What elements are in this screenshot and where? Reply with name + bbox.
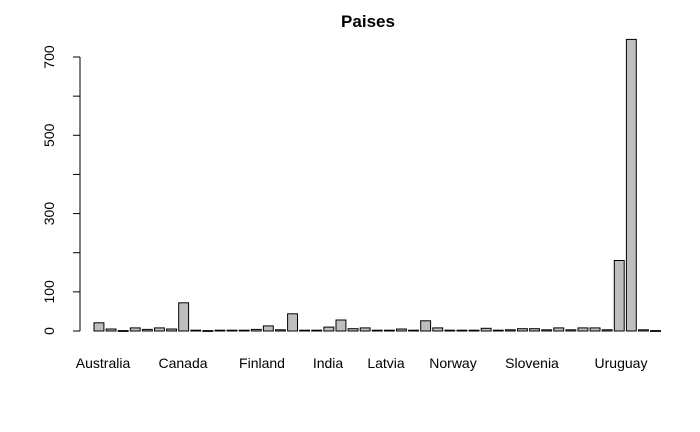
- y-tick-label: 300: [41, 202, 57, 226]
- bar: [262, 325, 274, 332]
- bar: [456, 329, 468, 332]
- bar: [625, 38, 637, 332]
- bar: [178, 302, 190, 332]
- bar: [166, 328, 178, 332]
- bar: [105, 328, 117, 332]
- bar: [238, 329, 250, 332]
- y-tick-label: 500: [41, 123, 57, 147]
- bar: [117, 330, 129, 332]
- bar: [93, 322, 105, 332]
- x-category-label: Uruguay: [595, 355, 648, 371]
- bar: [202, 330, 214, 332]
- x-category-label: Australia: [76, 355, 131, 371]
- bar: [432, 327, 444, 332]
- bar: [141, 328, 153, 332]
- bar: [577, 327, 589, 332]
- bar: [383, 329, 395, 332]
- bar: [250, 328, 262, 332]
- chart-title: Paises: [341, 12, 395, 31]
- bar: [638, 329, 649, 332]
- bar: [335, 319, 347, 332]
- bars: [93, 38, 661, 332]
- bar: [529, 328, 540, 332]
- bar: [517, 328, 528, 332]
- bar: [553, 327, 565, 332]
- x-category-label: Finland: [239, 355, 285, 371]
- y-tick-label: 700: [41, 45, 57, 69]
- bar: [190, 329, 202, 332]
- x-category-label: Slovenia: [505, 355, 559, 371]
- y-axis: 0 100 300 500 700: [41, 45, 81, 335]
- x-category-label: Latvia: [367, 355, 405, 371]
- bar: [468, 329, 480, 332]
- bar: [565, 329, 577, 332]
- bar: [504, 329, 516, 332]
- bar: [492, 329, 504, 332]
- bar: [359, 327, 371, 332]
- y-tick-label: 0: [41, 327, 57, 335]
- bar: [129, 327, 141, 332]
- bar: [323, 326, 335, 332]
- bar: [275, 329, 286, 332]
- bar: [613, 260, 625, 332]
- bar: [444, 329, 456, 332]
- y-tick-label: 100: [41, 280, 57, 304]
- bar: [396, 328, 407, 332]
- x-category-labels: Australia Canada Finland India Latvia Norway S…: [76, 355, 648, 371]
- bar: [154, 327, 165, 332]
- bar: [601, 329, 613, 332]
- bar: [226, 329, 238, 332]
- x-category-label: India: [313, 355, 344, 371]
- bar: [371, 329, 383, 332]
- bar: [589, 327, 601, 332]
- bar: [299, 329, 311, 332]
- bar: [420, 320, 432, 332]
- bar: [650, 330, 661, 332]
- x-category-label: Norway: [429, 355, 476, 371]
- bar: [480, 327, 492, 332]
- bar: [541, 329, 553, 332]
- bar: [214, 329, 226, 332]
- bar: [287, 313, 299, 332]
- x-category-label: Canada: [158, 355, 207, 371]
- bar: [311, 329, 323, 332]
- bar: [347, 328, 359, 332]
- bar: [408, 329, 420, 332]
